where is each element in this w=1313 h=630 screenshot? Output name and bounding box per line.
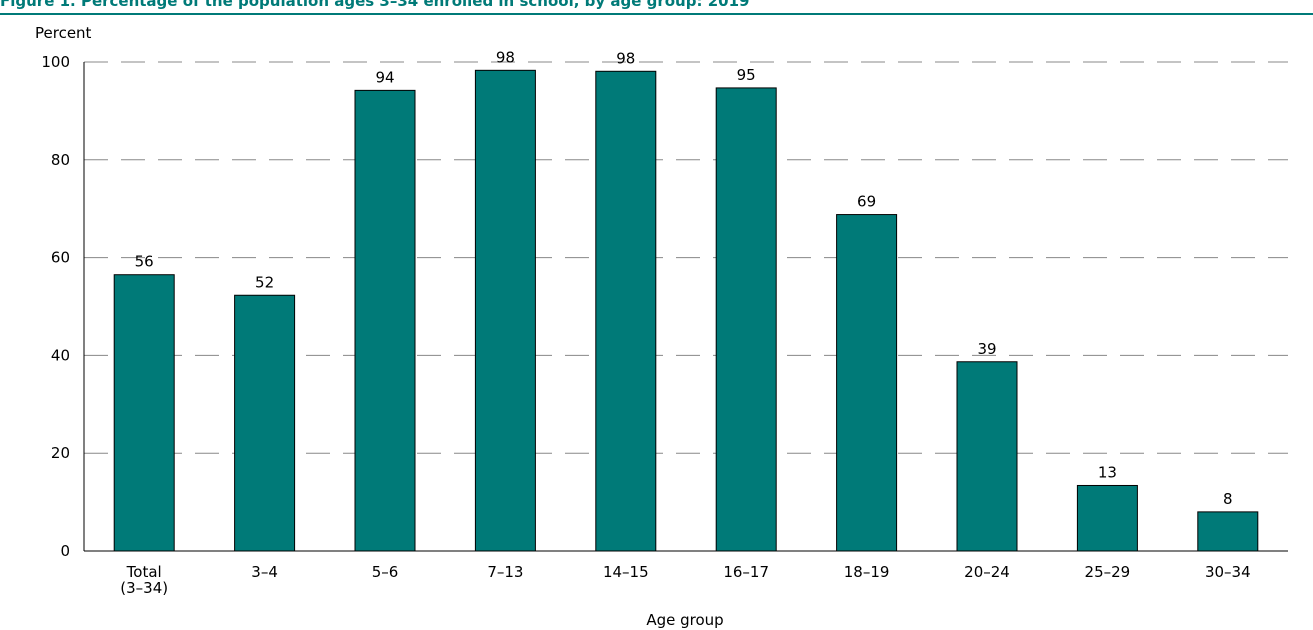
data-label: 13 bbox=[1098, 463, 1117, 481]
x-tick-label: 5–6 bbox=[372, 563, 399, 581]
data-label: 8 bbox=[1223, 490, 1233, 508]
data-label: 69 bbox=[857, 193, 876, 211]
x-tick-label: 7–13 bbox=[487, 563, 523, 581]
bar bbox=[1076, 484, 1138, 552]
y-tick-label: 20 bbox=[51, 444, 70, 462]
labels: 0 20 40 60 80 100 56 Total(3–34) 52 3–4 94 5–6 98 7–1… bbox=[41, 48, 1250, 597]
x-tick-label: 30–34 bbox=[1205, 563, 1251, 581]
data-label: 52 bbox=[255, 273, 274, 291]
bar bbox=[836, 214, 898, 552]
bars bbox=[113, 69, 1259, 552]
x-tick-label: 25–29 bbox=[1085, 563, 1131, 581]
y-tick-label: 60 bbox=[51, 249, 70, 267]
bar bbox=[1197, 511, 1259, 552]
bar bbox=[234, 294, 296, 552]
x-tick-label: 20–24 bbox=[964, 563, 1010, 581]
chart-title: Figure 1. Percentage of the population a… bbox=[0, 0, 750, 10]
data-label: 98 bbox=[616, 49, 635, 67]
x-tick-label: 18–19 bbox=[844, 563, 890, 581]
y-tick-label: 80 bbox=[51, 151, 70, 169]
bar bbox=[715, 87, 777, 552]
bar bbox=[474, 69, 536, 552]
data-label: 98 bbox=[496, 48, 515, 66]
x-tick-label: 3–4 bbox=[251, 563, 278, 581]
y-tick-label: 0 bbox=[60, 542, 70, 560]
x-tick-label: 16–17 bbox=[723, 563, 769, 581]
y-tick-label: 40 bbox=[51, 346, 70, 364]
bar bbox=[113, 274, 175, 552]
data-label: 39 bbox=[977, 340, 996, 358]
x-tick-label: 14–15 bbox=[603, 563, 649, 581]
y-axis-title: Percent bbox=[35, 24, 92, 42]
x-axis-title: Age group bbox=[646, 611, 723, 629]
y-tick-label: 100 bbox=[41, 53, 70, 71]
x-tick-label: Total bbox=[126, 563, 162, 581]
data-label: 94 bbox=[375, 68, 394, 86]
data-label: 95 bbox=[737, 66, 756, 84]
bar bbox=[595, 70, 657, 552]
title-rule bbox=[0, 13, 1313, 15]
data-label: 56 bbox=[135, 253, 154, 271]
x-tick-label: (3–34) bbox=[120, 579, 168, 597]
bar bbox=[956, 361, 1018, 552]
bar bbox=[354, 89, 416, 552]
